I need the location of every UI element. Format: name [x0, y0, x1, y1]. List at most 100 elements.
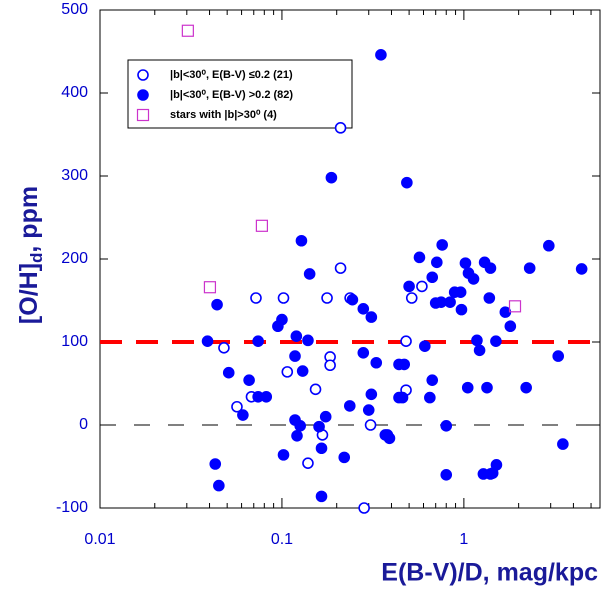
data-point: [338, 451, 351, 464]
data-point: [324, 359, 336, 372]
data-point: [313, 420, 325, 433]
legend-label: |b|<30⁰, E(B-V) ≤0.2 (21): [170, 69, 293, 81]
data-point: [321, 292, 333, 304]
data-point: [218, 342, 230, 354]
data-point: [296, 365, 309, 377]
data-point: [346, 293, 359, 306]
data-point: [309, 383, 322, 396]
data-point: [295, 234, 308, 247]
data-point: [325, 171, 338, 184]
data-point: [357, 346, 370, 359]
data-point: [484, 262, 497, 274]
data-point: [294, 420, 306, 432]
data-point: [523, 262, 536, 274]
y-tick-label: 0: [79, 416, 88, 433]
legend-box: [127, 59, 353, 129]
y-tick-label: 500: [61, 1, 88, 18]
legend-marker: [136, 108, 150, 122]
data-point: [520, 381, 532, 394]
data-point: [209, 458, 222, 470]
data-point: [343, 400, 356, 412]
legend-label: stars with |b|>30⁰ (4): [170, 109, 277, 121]
data-point: [508, 300, 522, 313]
data-point: [289, 350, 301, 362]
data-point: [440, 420, 453, 432]
data-point: [213, 479, 225, 492]
data-point: [334, 262, 347, 274]
legend-marker: [137, 69, 149, 81]
data-point: [552, 350, 565, 362]
data-point: [252, 335, 264, 347]
data-point: [393, 391, 405, 404]
data-point: [483, 292, 496, 304]
data-point: [575, 263, 588, 275]
data-point: [499, 306, 512, 318]
x-tick-label: 0.01: [84, 531, 115, 548]
data-point: [357, 302, 370, 315]
data-point: [364, 419, 377, 431]
y-tick-label: 400: [61, 84, 88, 101]
y-axis-label: [O/H]d, ppm: [15, 186, 47, 324]
data-point: [211, 298, 223, 311]
y-tick-label: 300: [61, 167, 88, 184]
data-point: [461, 381, 474, 394]
data-point: [302, 334, 314, 347]
y-label-main: [O/H]: [15, 263, 43, 324]
data-point: [315, 442, 328, 455]
y-label-rest: , ppm: [15, 186, 43, 253]
data-point: [291, 429, 303, 442]
data-point: [243, 374, 255, 386]
data-point: [375, 49, 387, 61]
data-point: [490, 335, 502, 347]
data-point: [416, 280, 428, 293]
data-point: [481, 381, 493, 394]
data-point: [302, 457, 314, 469]
data-point: [319, 410, 332, 423]
data-point: [473, 344, 486, 357]
data-point: [477, 468, 490, 480]
data-point: [431, 256, 443, 269]
data-point: [231, 400, 243, 413]
data-point: [398, 358, 411, 371]
data-point: [436, 239, 448, 251]
data-point: [334, 122, 347, 134]
data-point: [281, 366, 294, 378]
y-tick-label: -100: [56, 499, 88, 516]
data-point: [455, 303, 468, 316]
data-point: [277, 292, 290, 304]
y-label-sub: d: [27, 253, 46, 263]
data-point: [471, 334, 483, 347]
data-point: [400, 335, 412, 347]
data-point: [370, 356, 383, 369]
x-tick-label: 0.1: [271, 531, 293, 548]
data-point: [250, 292, 262, 304]
data-point: [383, 432, 396, 445]
data-point: [181, 24, 194, 37]
data-point: [362, 404, 375, 416]
data-point: [413, 251, 426, 264]
data-point: [454, 286, 467, 299]
data-point: [405, 292, 418, 304]
data-point: [403, 280, 415, 293]
data-point: [504, 320, 517, 333]
x-axis-label: E(B-V)/D, mag/kpc: [381, 559, 598, 587]
data-point: [459, 257, 472, 269]
data-point: [401, 176, 413, 189]
data-point: [276, 313, 288, 326]
data-point: [365, 311, 378, 323]
data-point: [424, 391, 436, 404]
data-point: [315, 490, 328, 503]
data-point: [365, 388, 378, 401]
data-point: [203, 281, 217, 294]
x-tick-label: 1: [459, 531, 468, 548]
data-point: [255, 219, 268, 232]
data-point: [237, 409, 249, 421]
data-point: [490, 459, 503, 471]
legend-label: |b|<30⁰, E(B-V) >0.2 (82): [170, 89, 293, 101]
data-point: [467, 273, 480, 285]
data-point: [358, 502, 370, 514]
data-point: [543, 239, 555, 252]
data-point: [303, 268, 316, 280]
data-point: [277, 449, 290, 461]
